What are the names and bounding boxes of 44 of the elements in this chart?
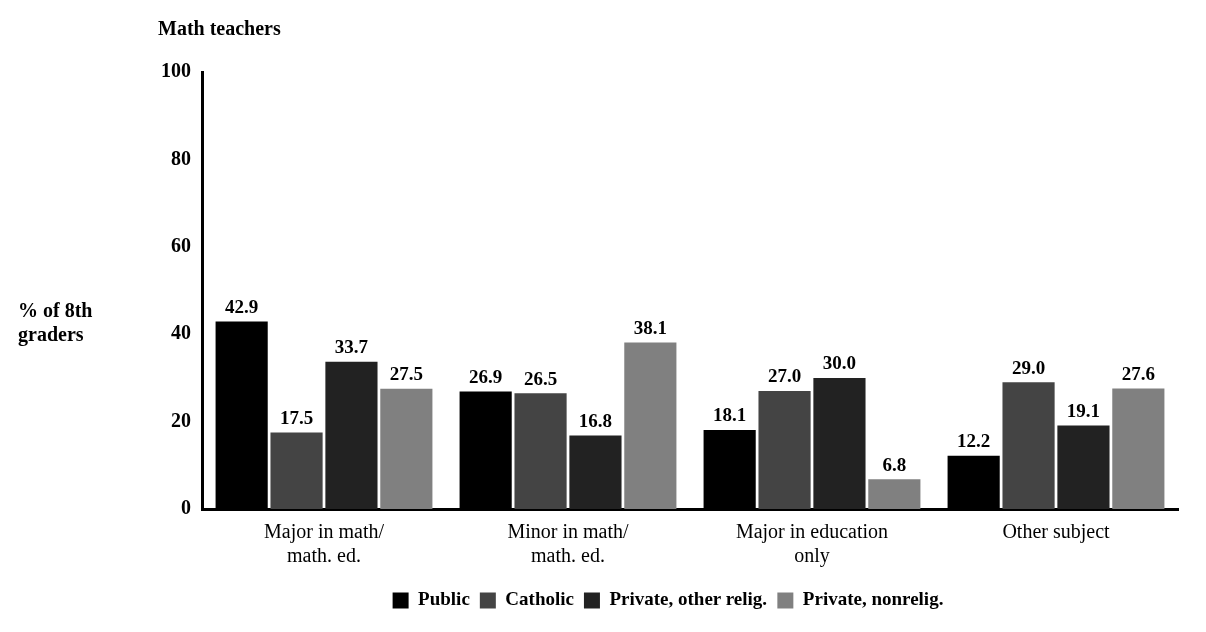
y-tick-label: 60: [171, 233, 191, 256]
data-label: 12.2: [957, 430, 991, 452]
bar: [758, 391, 811, 509]
bar: [569, 435, 622, 509]
bar: [1002, 382, 1055, 509]
y-tick-label: 20: [171, 408, 191, 431]
bar: [325, 361, 378, 509]
x-tick-label: Major in math/ math. ed.: [264, 520, 385, 567]
chart-title: Math teachers: [158, 17, 281, 40]
data-label: 27.6: [1121, 362, 1155, 384]
bar: [514, 393, 567, 509]
data-label: 27.0: [767, 365, 802, 387]
y-tick-label: 80: [171, 146, 191, 169]
bar: [813, 377, 866, 509]
data-label: 6.8: [882, 453, 907, 475]
x-tick-label: Other subject: [1002, 520, 1111, 544]
bar: [868, 479, 921, 509]
data-label: 27.5: [389, 363, 423, 385]
data-label: 29.0: [1011, 356, 1046, 378]
data-label: 38.1: [633, 316, 667, 338]
bar: [1112, 388, 1165, 509]
data-label: 26.5: [523, 367, 558, 389]
legend-label: Catholic: [505, 588, 574, 610]
y-tick-label: 100: [161, 59, 191, 82]
x-tick-label: Minor in math/ math. ed.: [507, 520, 629, 567]
bar: [380, 388, 433, 509]
data-label: 26.9: [469, 365, 503, 387]
y-tick-label: 40: [171, 321, 191, 344]
data-label: 17.5: [279, 406, 314, 428]
x-tick-label: Major in education only: [735, 520, 889, 568]
legend-label: Private, nonrelig.: [802, 588, 944, 610]
legend-label: Private, other relig.: [609, 588, 768, 610]
bar: [624, 342, 677, 509]
y-axis-title: % of 8th graders: [18, 298, 94, 346]
bar: [270, 432, 323, 509]
data-label: 18.1: [713, 404, 747, 426]
data-label: 30.0: [822, 352, 857, 374]
legend-label: Public: [418, 588, 470, 610]
data-label: 42.9: [225, 295, 259, 317]
y-tick-label: 0: [181, 496, 191, 519]
data-label: 19.1: [1066, 399, 1101, 421]
bar: [1057, 425, 1110, 509]
data-label: 33.7: [334, 336, 369, 358]
data-label: 16.8: [578, 409, 613, 431]
